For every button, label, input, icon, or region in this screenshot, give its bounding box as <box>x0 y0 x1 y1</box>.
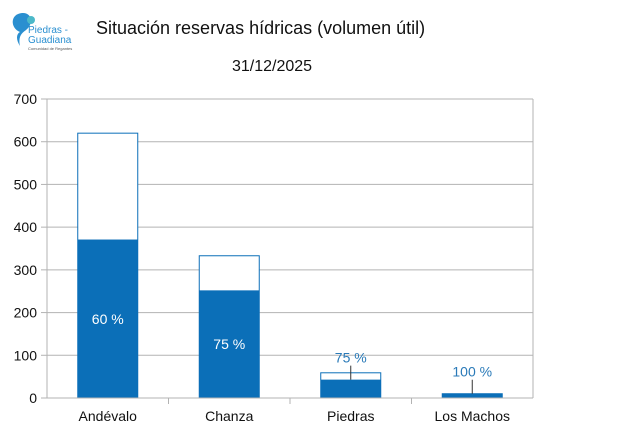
y-tick-label: 100 <box>14 347 38 363</box>
logo-swirl-icon <box>12 12 31 47</box>
y-tick-label: 600 <box>14 134 38 150</box>
y-tick-label: 200 <box>14 305 38 321</box>
y-tick-label: 700 <box>14 91 38 107</box>
data-label: 75 % <box>335 350 367 366</box>
y-tick-label: 500 <box>14 176 38 192</box>
x-tick-label: Piedras <box>327 408 374 424</box>
bar-volume <box>77 239 138 398</box>
bar-volume <box>320 379 381 398</box>
data-label: 100 % <box>452 364 492 380</box>
x-tick-label: Andévalo <box>79 408 138 424</box>
logo-dot-icon <box>27 16 35 24</box>
logo-line2: Guadiana <box>28 35 72 46</box>
logo-line1: Piedras - <box>28 25 68 36</box>
chart-title: Situación reservas hídricas (volumen úti… <box>96 18 426 38</box>
chart-subtitle: 31/12/2025 <box>231 58 313 75</box>
bar-volume <box>442 393 503 398</box>
bar-volume <box>199 290 260 398</box>
logo-line3: Comunidad de Regantes <box>28 46 72 51</box>
y-tick-label: 400 <box>14 219 38 235</box>
logo: Piedras - Guadiana Comunidad de Regantes <box>12 12 72 51</box>
x-tick-label: Los Machos <box>435 408 510 424</box>
y-tick-label: 0 <box>29 390 37 406</box>
y-tick-label: 300 <box>14 262 38 278</box>
data-label: 75 % <box>213 336 245 352</box>
x-tick-label: Chanza <box>205 408 253 424</box>
data-label: 60 % <box>92 311 124 327</box>
